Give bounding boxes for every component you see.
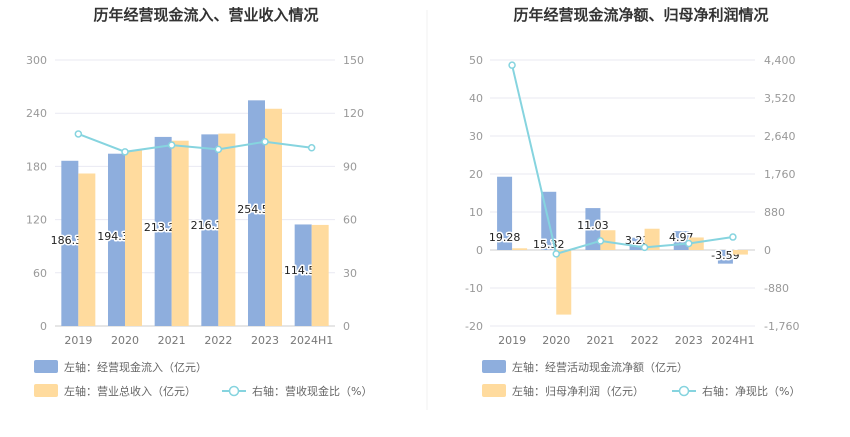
legend-label: 右轴：营收现金比（%） — [252, 384, 372, 398]
bar — [688, 237, 704, 250]
chart-2-title: 历年经营现金流净额、归母净利润情况 — [513, 6, 768, 24]
x-axis-tick: 2024H1 — [711, 334, 754, 347]
legends: 左轴：经营现金流入（亿元）左轴：营业总收入（亿元） 右轴：营收现金比（%）左轴：经… — [34, 360, 800, 398]
right-axis-tick: -1,760 — [764, 320, 799, 333]
legend-label: 右轴：净现比（%） — [702, 384, 800, 398]
legend-swatch — [34, 384, 58, 397]
data-label: 15.32 — [533, 238, 565, 251]
right-axis-tick: 1,760 — [764, 168, 796, 181]
line-point — [640, 243, 649, 252]
x-axis-tick: 2023 — [251, 334, 279, 347]
legend-swatch — [482, 360, 506, 373]
x-axis-tick: 2019 — [498, 334, 526, 347]
left-axis-tick: 0 — [40, 320, 47, 333]
line-point — [729, 233, 737, 241]
bar — [265, 108, 282, 327]
bar — [125, 150, 142, 326]
left-axis-tick: 0 — [476, 244, 483, 257]
bar — [512, 248, 528, 250]
line-point — [214, 145, 223, 154]
legend-swatch-marker — [228, 385, 240, 397]
x-axis-tick: 2020 — [542, 334, 570, 347]
right-axis-tick: 90 — [343, 160, 357, 173]
line-point — [261, 138, 269, 146]
bar — [218, 133, 236, 326]
legend-2: 左轴：经营活动现金流净额（亿元） 左轴：归母净利润（亿元） 右轴：净现比（%） — [482, 360, 800, 398]
left-axis-tick: 300 — [26, 54, 47, 67]
bar — [717, 250, 733, 264]
right-axis-tick: 150 — [343, 54, 364, 67]
right-axis-tick: 880 — [764, 206, 785, 219]
x-axis-tick: 2023 — [675, 334, 703, 347]
x-axis-tick: 2021 — [158, 334, 186, 347]
legend-swatch-marker — [678, 385, 690, 397]
left-axis-tick: 50 — [469, 54, 483, 67]
data-label: 11.03 — [577, 219, 609, 232]
x-axis-tick: 2020 — [111, 334, 139, 347]
bar — [108, 153, 125, 326]
bar — [585, 208, 601, 250]
left-axis-tick: 120 — [26, 214, 47, 227]
bar — [61, 160, 79, 326]
left-axis-tick: 240 — [26, 107, 47, 120]
left-axis-tick: -20 — [465, 320, 483, 333]
bar — [201, 134, 219, 326]
line-point — [685, 239, 693, 248]
bar — [732, 250, 748, 255]
chart-2: -20 -10 0 10 20 30 40 50 -1,760 -880 0 880 1,760 2,64… — [465, 54, 799, 347]
right-axis-tick: 60 — [343, 214, 357, 227]
chart-1-title: 历年经营现金流入、营业收入情况 — [93, 6, 318, 24]
left-axis-tick: 180 — [26, 160, 47, 173]
bar — [311, 224, 329, 326]
legend-swatch — [34, 360, 58, 373]
legend-label: 左轴：归母净利润（亿元） — [512, 384, 644, 398]
line-point — [552, 250, 560, 258]
line-point — [74, 130, 83, 138]
left-axis-tick: 30 — [469, 130, 483, 143]
left-axis-tick: 40 — [469, 92, 483, 105]
right-axis-tick: 2,640 — [764, 130, 796, 143]
line-point — [167, 141, 176, 149]
legend-label: 左轴：营业总收入（亿元） — [64, 384, 196, 398]
bar — [154, 136, 172, 326]
left-axis-tick: 60 — [33, 267, 47, 280]
right-axis-tick: 0 — [343, 320, 350, 333]
left-axis-tick: -10 — [465, 282, 483, 295]
right-axis-tick: 120 — [343, 107, 364, 120]
chart-1: 0 60 120 180 240 300 0 30 60 90 120 150 2019 2020 2021… — [26, 54, 364, 347]
right-axis-tick: 4,400 — [764, 54, 796, 67]
line-point — [596, 237, 605, 245]
left-axis-tick: 20 — [469, 168, 483, 181]
legend-label: 左轴：经营活动现金流净额（亿元） — [512, 360, 688, 374]
bar — [248, 100, 265, 326]
bar — [556, 250, 572, 315]
left-axis-tick: 10 — [469, 206, 483, 219]
x-axis-tick: 2022 — [631, 334, 659, 347]
legend-label: 左轴：经营现金流入（亿元） — [64, 360, 207, 374]
bar — [294, 224, 312, 326]
series-line — [77, 133, 312, 153]
bar — [171, 140, 189, 326]
bar — [78, 173, 96, 326]
bar — [497, 176, 513, 250]
right-axis-tick: 3,520 — [764, 92, 796, 105]
legend-swatch — [482, 384, 506, 397]
data-label: 19.28 — [489, 231, 521, 244]
x-axis-tick: 2022 — [204, 334, 232, 347]
line-point — [508, 61, 516, 69]
legend-1: 左轴：经营现金流入（亿元） 左轴：营业总收入（亿元） 右轴：营收现金比（%） — [34, 360, 372, 398]
bar — [600, 230, 616, 250]
line-point — [121, 148, 129, 156]
right-axis-tick: -880 — [764, 282, 789, 295]
x-axis-tick: 2019 — [64, 334, 92, 347]
series-line — [511, 64, 734, 256]
bar — [644, 228, 660, 250]
line-point — [307, 144, 316, 152]
x-axis-tick: 2024H1 — [290, 334, 333, 347]
right-axis-tick: 30 — [343, 267, 357, 280]
right-axis-tick: 0 — [764, 244, 771, 257]
x-axis-tick: 2021 — [586, 334, 614, 347]
